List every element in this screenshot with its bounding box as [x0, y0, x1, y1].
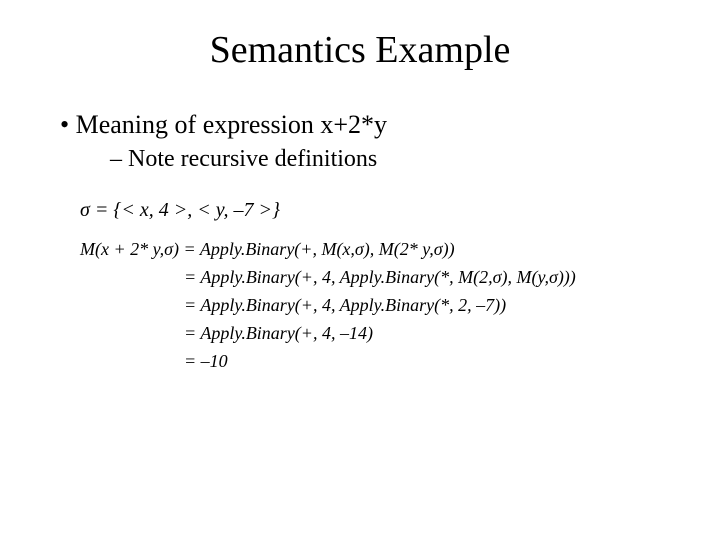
- bullet-level2: Note recursive definitions: [110, 146, 720, 173]
- math-line-1: M(x + 2* y,σ) = Apply.Binary(+, M(x,σ), …: [80, 236, 720, 264]
- math-line-3-text: = Apply.Binary(+, 4, Apply.Binary(*, 2, …: [80, 292, 506, 320]
- math-line-4-text: = Apply.Binary(+, 4, –14): [80, 320, 373, 348]
- math-sigma: σ = {< x, 4 >, < y, –7 >}: [80, 195, 720, 226]
- slide: Semantics Example Meaning of expression …: [0, 0, 720, 540]
- math-line-1-lhs: M(x + 2* y,σ): [80, 239, 179, 259]
- math-line-5: = –10: [80, 348, 720, 376]
- math-line-4: = Apply.Binary(+, 4, –14): [80, 320, 720, 348]
- math-line-2-text: = Apply.Binary(+, 4, Apply.Binary(*, M(2…: [80, 264, 576, 292]
- math-line-1-rhs: = Apply.Binary(+, M(x,σ), M(2* y,σ)): [179, 239, 455, 259]
- bullet-level1: Meaning of expression x+2*y: [60, 110, 720, 140]
- math-line-2: = Apply.Binary(+, 4, Apply.Binary(*, M(2…: [80, 264, 720, 292]
- math-line-3: = Apply.Binary(+, 4, Apply.Binary(*, 2, …: [80, 292, 720, 320]
- math-block: σ = {< x, 4 >, < y, –7 >} M(x + 2* y,σ) …: [80, 195, 720, 375]
- slide-title: Semantics Example: [0, 0, 720, 92]
- math-line-5-text: = –10: [80, 348, 228, 376]
